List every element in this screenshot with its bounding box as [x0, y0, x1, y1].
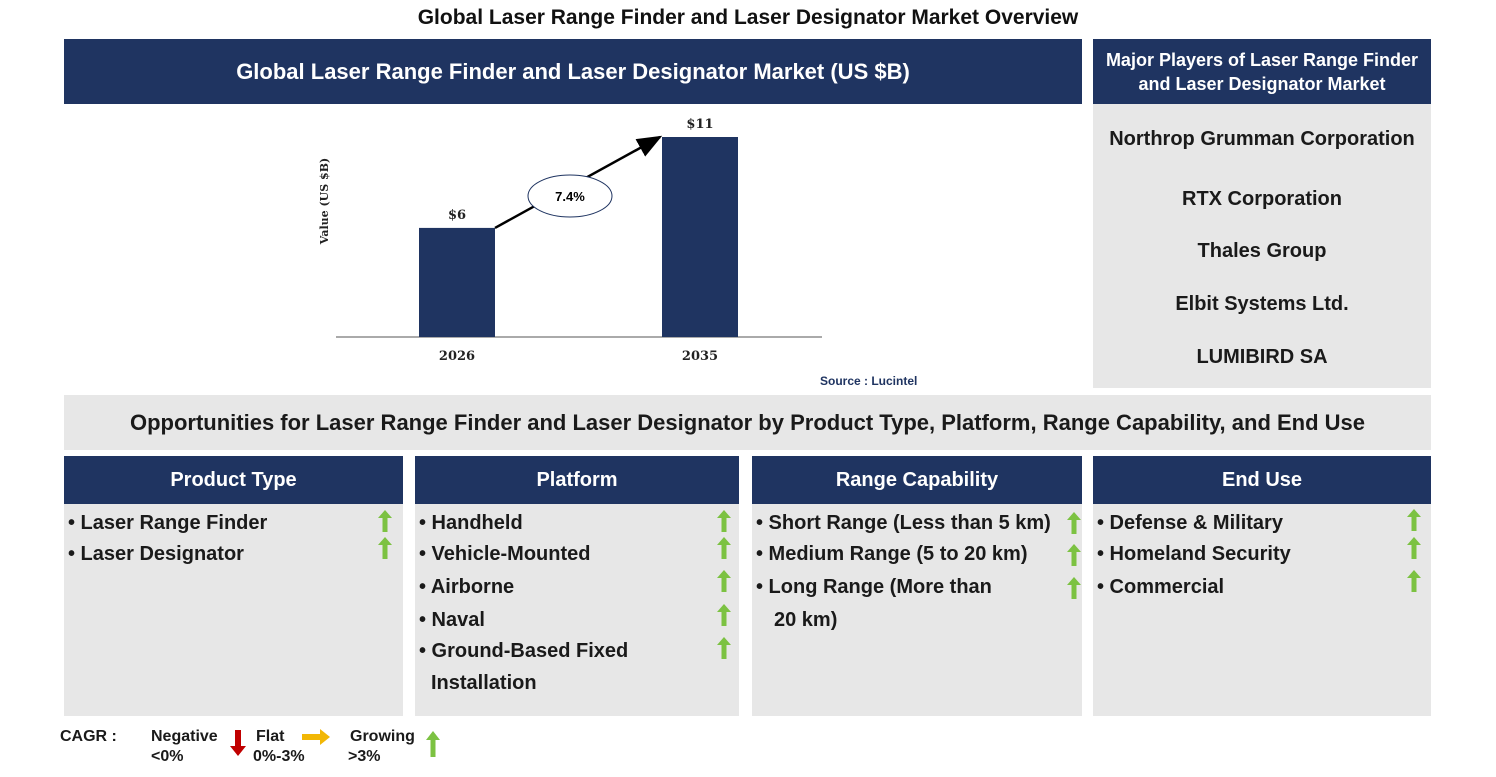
- up-arrow-icon: [1067, 512, 1081, 534]
- segment-item: • Naval: [419, 609, 485, 631]
- player-item: RTX Corporation: [1182, 188, 1342, 210]
- segment-item: • Vehicle-Mounted: [419, 543, 591, 565]
- player-item: Northrop Grumman Corporation: [1109, 128, 1415, 150]
- up-arrow-icon: [378, 510, 392, 532]
- legend-negative-range: <0%: [151, 748, 184, 765]
- segment-item: • Short Range (Less than 5 km): [756, 512, 1051, 534]
- up-arrow-icon: [426, 731, 440, 757]
- segment-header-product-type: Product Type: [64, 456, 403, 504]
- segment-item: • Long Range (More than: [756, 576, 992, 598]
- segment-item: • Laser Range Finder: [68, 512, 268, 534]
- segment-item: • Homeland Security: [1097, 543, 1291, 565]
- segment-header-platform: Platform: [415, 456, 739, 504]
- legend-flat: Flat: [256, 728, 285, 745]
- right-arrow-icon: [302, 729, 330, 745]
- player-item: LUMIBIRD SA: [1196, 346, 1328, 368]
- segment-item: • Airborne: [419, 576, 515, 598]
- legend-flat-range: 0%-3%: [253, 748, 305, 765]
- segment-body-range-capability: • Short Range (Less than 5 km) • Medium …: [752, 504, 1082, 716]
- market-bar-chart: Value (US $B) $6 2026 $11 2035 7.4%: [300, 104, 940, 394]
- players-list: Northrop Grumman Corporation RTX Corpora…: [1093, 104, 1431, 388]
- cagr-label: 7.4%: [555, 189, 585, 204]
- bar-2035: [662, 137, 738, 337]
- segment-body-platform: • Handheld • Vehicle-Mounted • Airborne …: [415, 504, 739, 716]
- data-label: $6: [448, 208, 466, 223]
- legend-growing: Growing: [350, 728, 415, 745]
- x-tick-label: 2035: [682, 349, 718, 364]
- up-arrow-icon: [1067, 577, 1081, 599]
- up-arrow-icon: [717, 604, 731, 626]
- segment-item-continuation: 20 km): [774, 609, 838, 631]
- up-arrow-icon: [1407, 537, 1421, 559]
- y-axis-label: Value (US $B): [318, 158, 331, 245]
- segment-item: • Defense & Military: [1097, 512, 1283, 534]
- segment-item: • Handheld: [419, 512, 523, 534]
- segment-header-range-capability: Range Capability: [752, 456, 1082, 504]
- bar-2026: [419, 227, 495, 337]
- segment-item: • Laser Designator: [68, 543, 244, 565]
- up-arrow-icon: [1407, 570, 1421, 592]
- legend-label: CAGR :: [60, 728, 117, 745]
- up-arrow-icon: [1407, 509, 1421, 531]
- players-header: Major Players of Laser Range Finder and …: [1093, 39, 1431, 104]
- legend-growing-range: >3%: [348, 748, 381, 765]
- segment-item: • Medium Range (5 to 20 km): [756, 543, 1028, 565]
- up-arrow-icon: [378, 537, 392, 559]
- up-arrow-icon: [717, 570, 731, 592]
- data-label: $11: [686, 117, 713, 132]
- source-note: Source : Lucintel: [820, 374, 918, 388]
- down-arrow-icon: [230, 730, 246, 756]
- cagr-ellipse: [527, 174, 613, 218]
- x-tick-label: 2026: [439, 349, 475, 364]
- segment-item: • Commercial: [1097, 576, 1225, 598]
- up-arrow-icon: [717, 537, 731, 559]
- segment-item-continuation: Installation: [431, 672, 537, 694]
- chart-header: Global Laser Range Finder and Laser Desi…: [64, 39, 1082, 104]
- up-arrow-icon: [1067, 544, 1081, 566]
- opportunities-title: Opportunities for Laser Range Finder and…: [64, 395, 1431, 450]
- chart-svg: Value (US $B) $6 2026 $11 2035 7.4%: [318, 117, 822, 364]
- up-arrow-icon: [717, 510, 731, 532]
- segment-body-end-use: • Defense & Military • Homeland Security…: [1093, 504, 1431, 716]
- segment-header-end-use: End Use: [1093, 456, 1431, 504]
- segment-body-product-type: • Laser Range Finder • Laser Designator: [64, 504, 403, 716]
- player-item: Thales Group: [1197, 240, 1327, 262]
- up-arrow-icon: [717, 637, 731, 659]
- player-item: Elbit Systems Ltd.: [1175, 293, 1349, 315]
- page-title: Global Laser Range Finder and Laser Desi…: [417, 6, 1079, 29]
- legend-negative: Negative: [151, 728, 218, 745]
- segment-item: • Ground-Based Fixed: [419, 640, 629, 662]
